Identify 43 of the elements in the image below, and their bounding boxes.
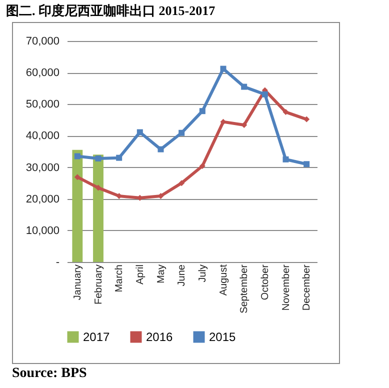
point: [199, 163, 206, 170]
point: [241, 84, 248, 90]
x-tick-label: August: [218, 264, 230, 296]
x-tick-label: July: [197, 264, 208, 282]
point: [178, 130, 185, 136]
y-tick-label: 70,000: [26, 36, 60, 48]
y-tick-label: 40,000: [26, 130, 60, 142]
y-tick-label: 30,000: [26, 162, 60, 174]
x-tick-label: April: [134, 264, 146, 285]
y-tick-label: 10,000: [26, 224, 60, 237]
legend-label: 2017: [83, 330, 110, 344]
point: [95, 155, 102, 162]
point: [116, 154, 122, 161]
x-tick-label: May: [156, 264, 167, 284]
point: [158, 146, 164, 152]
point: [282, 109, 289, 116]
x-tick-label: January: [72, 264, 84, 300]
point: [262, 91, 268, 98]
x-tick-label: February: [93, 264, 104, 305]
x-tick-label: March: [114, 264, 126, 292]
legend-label: 2016: [146, 330, 174, 344]
point: [220, 66, 226, 72]
legend-label: 2015: [209, 330, 236, 344]
point: [282, 156, 289, 162]
x-tick-label: November: [280, 264, 292, 311]
point: [95, 184, 102, 191]
x-tick-label: June: [176, 264, 188, 286]
chart-title: 图二. 印度尼西亚咖啡出口 2015-2017: [6, 2, 216, 20]
point: [178, 180, 185, 186]
point: [199, 108, 206, 114]
y-tick-label: 60,000: [26, 67, 60, 80]
y-tick-label: 20,000: [26, 193, 60, 206]
x-tick-label: October: [260, 264, 271, 300]
point: [304, 161, 310, 168]
point: [304, 116, 310, 122]
point: [136, 129, 143, 136]
y-tick-label: 50,000: [26, 98, 60, 111]
x-tick-label: December: [302, 264, 313, 311]
source-note: Source: BPS: [12, 366, 87, 382]
x-tick-label: September: [239, 264, 250, 314]
y-tick-label: -: [56, 256, 60, 268]
point: [74, 153, 80, 160]
point: [74, 174, 80, 180]
